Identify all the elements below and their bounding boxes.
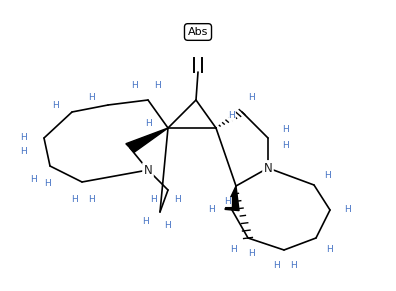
Text: H: H bbox=[272, 262, 279, 271]
Text: H: H bbox=[150, 196, 157, 205]
Text: H: H bbox=[21, 134, 27, 143]
Text: H: H bbox=[230, 246, 237, 255]
Text: H: H bbox=[283, 141, 289, 150]
Text: H: H bbox=[21, 148, 27, 157]
Text: H: H bbox=[345, 205, 351, 214]
Text: H: H bbox=[291, 262, 297, 271]
Text: H: H bbox=[175, 196, 181, 205]
Polygon shape bbox=[126, 128, 168, 152]
Text: H: H bbox=[327, 246, 333, 255]
Text: H: H bbox=[228, 111, 235, 120]
Text: H: H bbox=[131, 81, 137, 91]
Text: N: N bbox=[144, 164, 152, 177]
Text: N: N bbox=[264, 162, 272, 175]
Text: H: H bbox=[325, 171, 331, 180]
Text: H: H bbox=[249, 93, 255, 102]
Polygon shape bbox=[225, 186, 239, 211]
Text: H: H bbox=[154, 81, 162, 91]
Text: H: H bbox=[89, 93, 95, 102]
Text: H: H bbox=[249, 249, 255, 258]
Text: H: H bbox=[283, 125, 289, 134]
Text: H: H bbox=[70, 196, 77, 205]
Text: Abs: Abs bbox=[188, 27, 208, 37]
Text: H: H bbox=[45, 180, 51, 189]
Text: H: H bbox=[89, 196, 95, 205]
Text: H: H bbox=[225, 198, 231, 207]
Text: H: H bbox=[53, 102, 59, 111]
Text: H: H bbox=[143, 217, 149, 226]
Text: H: H bbox=[165, 221, 171, 230]
Text: H: H bbox=[30, 175, 37, 184]
Text: H: H bbox=[145, 120, 151, 129]
Text: H: H bbox=[209, 205, 215, 214]
